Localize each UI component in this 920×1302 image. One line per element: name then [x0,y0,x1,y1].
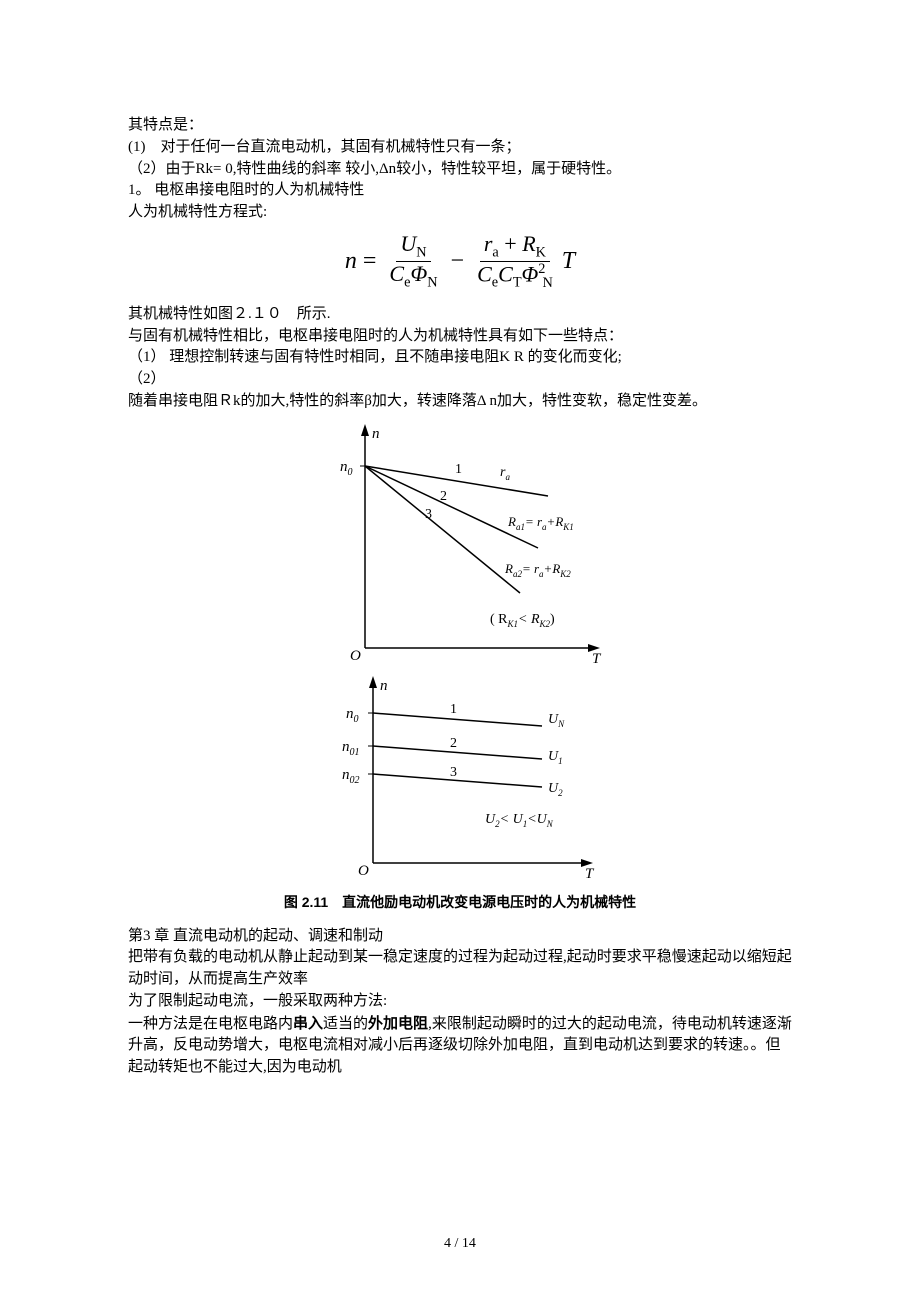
figure-caption: 图 2.11 直流他励电动机改变电源电压时的人为机械特性 [128,892,792,912]
eq-rk-sub: K [536,244,546,260]
p12: 把带有负载的电动机从静止起动到某一稳定速度的过程为起动过程,起动时要求平稳慢速起… [128,947,792,991]
p6: 其机械特性如图２.１０ 所示. [128,304,792,326]
fig2-c-op2: <U [527,812,547,827]
svg-text:Ra2= ra+RK2: Ra2= ra+RK2 [504,561,571,579]
eq-equals: = [363,248,377,275]
eq-t: T [562,248,575,275]
eq-phi-sub: N [427,275,437,291]
page-number: 4 / 14 [0,1236,920,1252]
fig2-l2-num: 2 [450,736,457,751]
fig1-cond-s1: K1 [507,619,519,629]
page: 其特点是： (1) 对于任何一台直流电动机，其固有机械特性只有一条； （2）由于… [0,0,920,1302]
fig2-l3-num: 3 [450,765,457,780]
eq-minus: − [451,248,465,275]
fig1-line2-num: 2 [440,489,447,504]
svg-text:UN: UN [548,712,565,729]
eq-frac1: UN CeΦN [385,232,441,291]
p14d: 外加电阻 [368,1015,428,1032]
svg-text:U2< U1<UN: U2< U1<UN [485,812,554,829]
p10: 随着串接电阻Ｒk的加大,特性的斜率β加大，转速降落Δ n加大，特性变软，稳定性变… [128,391,792,413]
p11: 第3 章 直流电动机的起动、调速和制动 [128,926,792,948]
fig2-r1-s: N [557,719,565,729]
p7: 与固有机械特性相比，电枢串接电阻时的人为机械特性具有如下一些特点： [128,326,792,348]
fig1-l2-rs: a1 [516,522,525,532]
fig1-l3-p: +R [544,561,561,576]
figure-2-wrap: n n0 n01 n02 O T 1 2 3 UN U1 U2 U2< U1<U… [128,668,792,878]
fig1-l3-r: R [504,561,513,576]
fig1-l1-sub: a [505,472,510,482]
eq-plus: + [504,231,516,256]
svg-text:n01: n01 [342,739,360,758]
svg-text:n0: n0 [340,459,353,478]
fig1-l2-eq: = r [525,514,543,529]
eq-rk: R [522,231,535,256]
p13: 为了限制起动电流，一般采取两种方法: [128,991,792,1013]
eq-ct: C [498,261,513,286]
fig2-r3-s: 2 [558,788,563,798]
p14: 一种方法是在电枢电路内串入适当的外加电阻,来限制起动瞬时的过大的起动电流，待电动… [128,1013,792,1079]
fig1-ylabel: n [372,426,380,442]
fig2-xlabel: T [585,866,595,878]
p14b: 串入 [293,1015,323,1032]
fig1-l3-ps: K2 [559,569,571,579]
fig2-origin: O [358,863,369,878]
fig2-t2: n [342,767,350,783]
fig1-xlabel: T [592,651,602,663]
svg-text:ra: ra [500,465,510,482]
svg-text:U2: U2 [548,781,563,798]
svg-text:n02: n02 [342,767,360,786]
fig1-line3-num: 3 [425,507,432,522]
svg-text:Ra1= ra+RK1: Ra1= ra+RK1 [507,514,574,532]
svg-text:( RK1< RK2): ( RK1< RK2) [490,612,555,629]
fig1-cond-s2: K2 [539,619,551,629]
figure-1: n n0 O T 1 2 3 ra Ra1= ra+RK1 Ra2= ra+RK… [310,418,610,663]
fig1-l2-ps: K1 [562,522,574,532]
eq-phi2: Φ [522,261,539,286]
eq-phi: Φ [410,261,427,286]
eq-un: U [400,231,416,256]
svg-text:U1: U1 [548,749,563,766]
equation: n = UN CeΦN − ra + RK CeCTΦ2N T [128,232,792,292]
fig1-cond-end: ) [550,612,555,627]
p8: （1） 理想控制转速与固有特性时相同，且不随串接电阻K R 的变化而变化; [128,347,792,369]
p3: （2）由于Rk= 0,特性曲线的斜率 较小,Δn较小，特性较平坦，属于硬特性。 [128,159,792,181]
fig2-t2-s: 02 [350,775,360,786]
eq-ce: C [389,261,404,286]
eq-lhs: n [345,248,357,275]
fig1-origin: O [350,648,361,663]
eq-ce2: C [477,261,492,286]
eq-ct-sub: T [513,275,522,291]
figure-1-wrap: n n0 O T 1 2 3 ra Ra1= ra+RK1 Ra2= ra+RK… [128,418,792,663]
svg-text:n0: n0 [346,706,359,725]
fig2-t0-s: 0 [354,714,359,725]
fig1-l2-p: +R [547,514,564,529]
p4: 1。 电枢串接电阻时的人为机械特性 [128,180,792,202]
eq-frac2: ra + RK CeCTΦ2N [473,232,557,292]
p14a: 一种方法是在电枢电路内 [128,1016,293,1032]
fig2-t0: n [346,706,354,722]
fig2-ylabel: n [380,678,388,694]
figure-2: n n0 n01 n02 O T 1 2 3 UN U1 U2 U2< U1<U… [310,668,610,878]
p1: 其特点是： [128,115,792,137]
p14c: 适当的 [323,1016,368,1032]
fig1-cond-mid: < R [518,612,540,627]
fig2-l1-num: 1 [450,702,457,717]
fig2-c-s3: N [546,819,554,829]
fig1-cond: ( R [490,612,508,627]
fig1-l3-eq: = r [522,561,540,576]
fig2-t1: n [342,739,350,755]
fig2-c-op1: < U [500,812,524,827]
fig2-r2-s: 1 [558,756,563,766]
fig2-t1-s: 01 [350,747,360,758]
eq-un-sub: N [416,245,426,261]
fig1-l2-r: R [507,514,516,529]
p2: (1) 对于任何一台直流电动机，其固有机械特性只有一条； [128,137,792,159]
p5: 人为机械特性方程式: [128,202,792,224]
eq-phi2-sub: N [542,275,552,291]
fig1-n0: n [340,459,348,475]
fig1-n0-sub: 0 [348,467,353,478]
eq-ra-sub: a [492,244,498,260]
p9: （2） [128,369,792,391]
fig1-line1-num: 1 [455,462,462,477]
